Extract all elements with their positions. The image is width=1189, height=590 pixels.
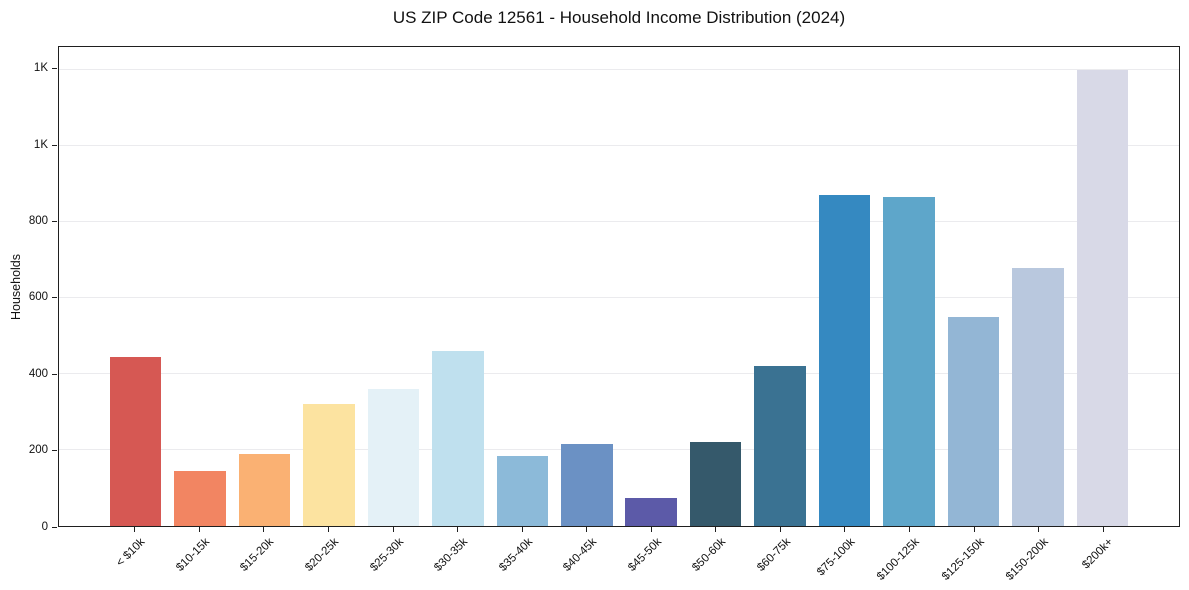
x-tick-mark-25-30k — [392, 527, 394, 532]
bar-20-25k — [303, 404, 355, 526]
bar-200k+ — [1076, 69, 1129, 526]
y-tick-mark-1000 — [52, 144, 57, 146]
x-tick-label-45-50k: $45-50k — [625, 536, 664, 574]
x-tick-mark-75-100k — [844, 527, 846, 532]
gridline-1000 — [59, 144, 1179, 146]
x-tick-mark-20-25k — [327, 527, 329, 532]
x-tick-mark-100-125k — [909, 527, 910, 532]
y-tick-label-200: 200 — [28, 444, 48, 457]
x-tick-label-150-200k: $150-200k — [1004, 536, 1052, 583]
bar-25-30k — [367, 389, 420, 526]
x-tick-mark-50-60k — [715, 527, 717, 532]
x-tick-label-60-75k: $60-75k — [755, 536, 793, 574]
gridline-800 — [59, 220, 1179, 222]
x-tick-label-50-60k: $50-60k — [690, 536, 729, 574]
y-tick-label-1200: 1K — [33, 62, 48, 75]
x-tick-mark-35-40k — [521, 527, 523, 532]
x-tick-label-25-30k: $25-30k — [367, 536, 406, 574]
x-tick-mark-40-45k — [586, 527, 588, 532]
x-tick-mark-150-200k — [1038, 527, 1040, 532]
bar-150-200k — [1012, 267, 1064, 526]
x-tick-label-30-35k: $30-35k — [432, 536, 471, 574]
gridline-400 — [59, 372, 1179, 374]
y-tick-mark-0 — [52, 526, 57, 528]
y-tick-label-1000: 1K — [33, 138, 48, 151]
y-tick-mark-600 — [52, 297, 57, 299]
y-tick-mark-800 — [52, 221, 57, 223]
bar-75-100k — [818, 195, 871, 526]
bar-10k — [109, 356, 162, 526]
x-tick-label-75-100k: $75-100k — [815, 536, 858, 579]
bar-30-35k — [432, 351, 484, 526]
bar-45-50k — [625, 497, 677, 526]
x-tick-mark-200k+ — [1102, 527, 1104, 532]
bar-100-125k — [883, 197, 935, 526]
y-tick-mark-200 — [52, 450, 57, 452]
x-tick-label-40-45k: $40-45k — [561, 536, 600, 574]
chart-title: US ZIP Code 12561 - Household Income Dis… — [392, 8, 846, 27]
y-tick-label-600: 600 — [28, 291, 48, 304]
gridline-600 — [59, 296, 1179, 298]
gridline-200 — [59, 448, 1179, 450]
bar-10-15k — [174, 470, 226, 526]
x-tick-label-10k: < $10k — [114, 536, 148, 570]
bar-15-20k — [238, 453, 291, 526]
x-tick-label-20-25k: $20-25k — [303, 536, 341, 574]
x-tick-mark-125-150k — [973, 527, 975, 532]
y-tick-mark-1200 — [52, 68, 57, 70]
x-tick-mark-60-75k — [779, 527, 781, 532]
bar-50-60k — [689, 442, 742, 526]
y-tick-label-800: 800 — [28, 215, 48, 228]
x-tick-label-15-20k: $15-20k — [238, 536, 277, 574]
plot-area — [58, 46, 1180, 527]
y-tick-label-400: 400 — [28, 367, 48, 380]
x-tick-label-125-150k: $125-150k — [939, 536, 987, 583]
bar-40-45k — [561, 444, 613, 526]
x-tick-label-100-125k: $100-125k — [875, 536, 923, 583]
bar-35-40k — [496, 455, 549, 526]
x-tick-mark-15-20k — [263, 527, 265, 532]
x-tick-label-10-15k: $10-15k — [174, 536, 212, 574]
x-tick-mark-45-50k — [650, 527, 652, 532]
x-tick-mark-30-35k — [457, 527, 459, 532]
y-axis-label: Households — [9, 253, 23, 321]
y-tick-label-0: 0 — [41, 520, 48, 533]
bar-125-150k — [947, 316, 1000, 526]
bar-60-75k — [754, 366, 806, 526]
x-tick-label-35-40k: $35-40k — [496, 536, 535, 574]
x-tick-mark-10k — [134, 527, 136, 532]
x-tick-label-200k+: $200k+ — [1080, 536, 1116, 572]
x-tick-mark-10-15k — [198, 527, 200, 532]
y-tick-mark-400 — [52, 373, 57, 375]
gridline-1200 — [59, 68, 1179, 70]
